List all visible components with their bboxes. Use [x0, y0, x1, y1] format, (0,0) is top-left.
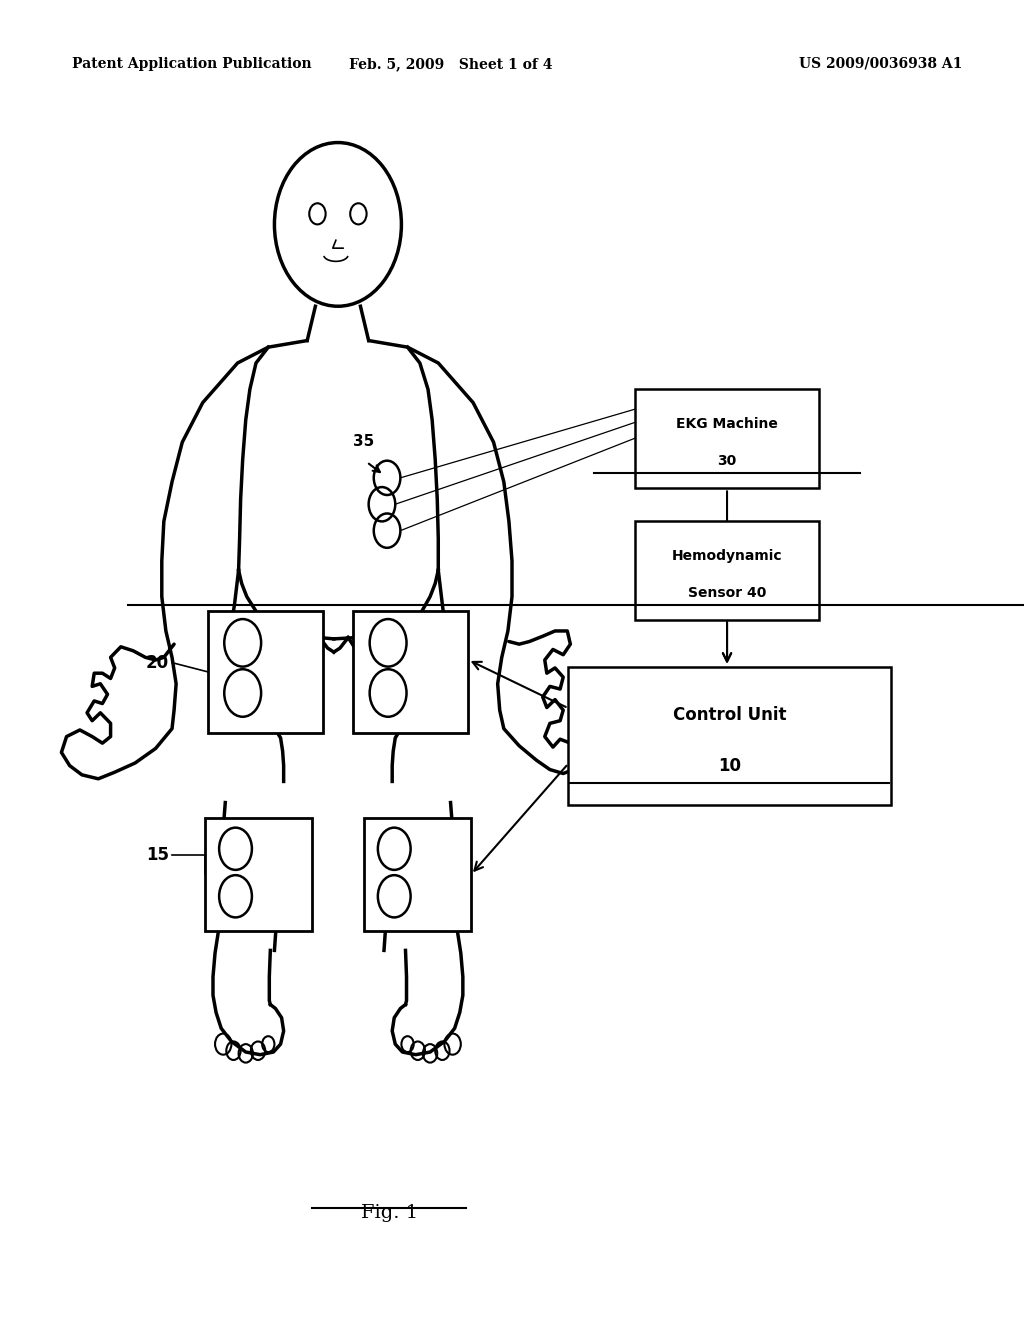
FancyBboxPatch shape [205, 818, 312, 931]
Text: 35: 35 [353, 434, 375, 449]
FancyBboxPatch shape [364, 818, 471, 931]
Text: 30: 30 [718, 454, 736, 467]
FancyBboxPatch shape [635, 389, 819, 488]
Text: Sensor 40: Sensor 40 [688, 586, 766, 599]
FancyBboxPatch shape [353, 611, 468, 733]
Text: US 2009/0036938 A1: US 2009/0036938 A1 [799, 57, 963, 71]
Text: Patent Application Publication: Patent Application Publication [72, 57, 311, 71]
Text: 15: 15 [146, 846, 169, 865]
FancyBboxPatch shape [635, 521, 819, 620]
Text: Feb. 5, 2009   Sheet 1 of 4: Feb. 5, 2009 Sheet 1 of 4 [349, 57, 552, 71]
Text: 20: 20 [145, 653, 169, 672]
Text: EKG Machine: EKG Machine [676, 417, 778, 432]
FancyBboxPatch shape [568, 667, 891, 805]
Text: Fig. 1: Fig. 1 [360, 1204, 418, 1222]
Text: Control Unit: Control Unit [673, 706, 786, 725]
Text: 10: 10 [718, 758, 741, 775]
Text: Hemodynamic: Hemodynamic [672, 549, 782, 564]
FancyBboxPatch shape [208, 611, 323, 733]
